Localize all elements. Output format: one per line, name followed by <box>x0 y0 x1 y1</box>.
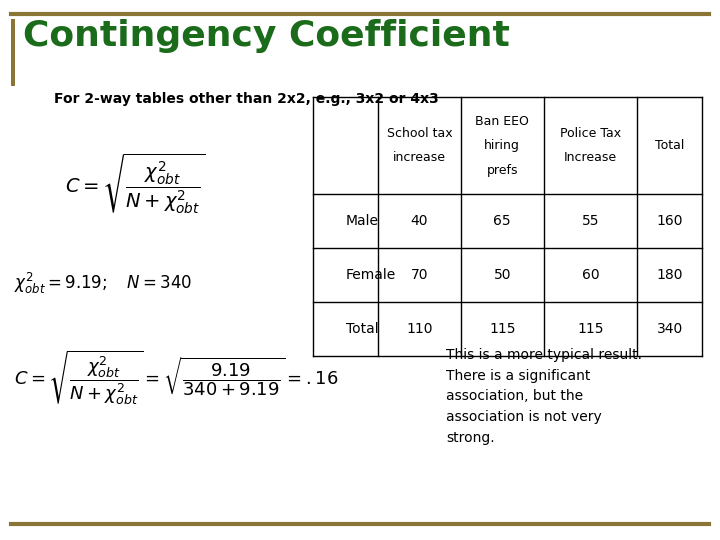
Text: 40: 40 <box>410 214 428 228</box>
Text: 115: 115 <box>577 322 603 336</box>
Text: 55: 55 <box>582 214 599 228</box>
Text: $\chi^2_{obt} = 9.19; \quad N = 340$: $\chi^2_{obt} = 9.19; \quad N = 340$ <box>14 271 192 296</box>
Text: Male: Male <box>346 214 379 228</box>
Text: 110: 110 <box>406 322 433 336</box>
Text: 115: 115 <box>489 322 516 336</box>
Text: 160: 160 <box>657 214 683 228</box>
Bar <box>11 19 15 86</box>
Text: This is a more typical result.
There is a significant
association, but the
assoc: This is a more typical result. There is … <box>446 348 642 445</box>
Text: 65: 65 <box>493 214 511 228</box>
Text: 70: 70 <box>410 268 428 282</box>
Text: Contingency Coefficient: Contingency Coefficient <box>23 19 510 53</box>
Text: prefs: prefs <box>487 164 518 177</box>
Text: School tax: School tax <box>387 127 452 140</box>
Text: Total: Total <box>346 322 378 336</box>
Text: 60: 60 <box>582 268 599 282</box>
Text: 50: 50 <box>493 268 511 282</box>
Text: Ban EEO: Ban EEO <box>475 115 529 128</box>
Text: Increase: Increase <box>564 151 617 165</box>
Text: hiring: hiring <box>485 139 520 152</box>
Text: For 2-way tables other than 2x2, e.g., 3x2 or 4x3: For 2-way tables other than 2x2, e.g., 3… <box>54 92 438 106</box>
Text: Total: Total <box>655 139 684 152</box>
Text: Female: Female <box>346 268 396 282</box>
Text: 340: 340 <box>657 322 683 336</box>
Text: $C = \sqrt{\dfrac{\chi^2_{obt}}{N + \chi^2_{obt}}}$: $C = \sqrt{\dfrac{\chi^2_{obt}}{N + \chi… <box>65 151 205 216</box>
Text: increase: increase <box>393 151 446 165</box>
Text: 180: 180 <box>657 268 683 282</box>
Text: $C = \sqrt{\dfrac{\chi^2_{obt}}{N + \chi^2_{obt}}} = \sqrt{\dfrac{9.19}{340+9.19: $C = \sqrt{\dfrac{\chi^2_{obt}}{N + \chi… <box>14 349 339 407</box>
Text: Police Tax: Police Tax <box>560 127 621 140</box>
